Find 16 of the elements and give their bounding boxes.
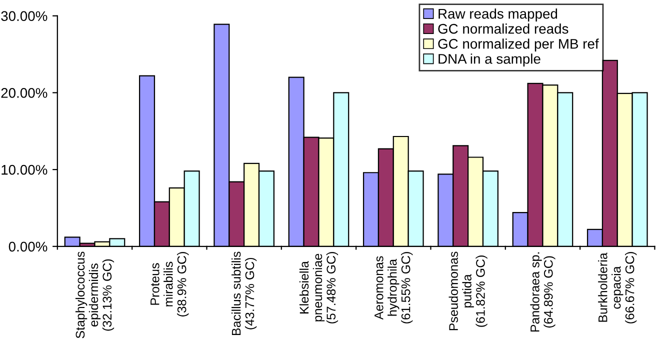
- x-tick-label: Pandoraea sp. (64.89% GC): [530, 252, 556, 332]
- legend-label: GC normalized per MB ref: [438, 38, 599, 52]
- y-tick-label: 10.00%: [2, 164, 48, 175]
- y-tick-label: 0.00%: [8, 242, 48, 252]
- x-tick-label: Bacillus subtilis (43.77% GC): [232, 252, 257, 335]
- x-tick-label: Burkholderia cepacia (66.67% GC): [598, 252, 637, 324]
- legend-label: Raw reads mapped: [438, 8, 558, 22]
- x-tick-label: Staphylococcus epidermidis (32.13% GC): [75, 252, 114, 338]
- x-tick-label: Proteus mirabilis (38.9% GC): [150, 252, 189, 316]
- y-tick-label: 30.00%: [1, 11, 48, 22]
- x-tick-label: Aeromonas hydrophila (61.55% GC): [374, 252, 413, 324]
- x-tick-label: Pseudomonas putida (61.82% GC): [448, 252, 488, 330]
- legend-label: GC normalized reads: [438, 24, 568, 34]
- legend-label: DNA in a sample: [438, 54, 540, 67]
- x-tick-label: Klebsiella pneumoniae (57.48% GC): [299, 252, 338, 324]
- y-tick-label: 20.00%: [1, 88, 48, 98]
